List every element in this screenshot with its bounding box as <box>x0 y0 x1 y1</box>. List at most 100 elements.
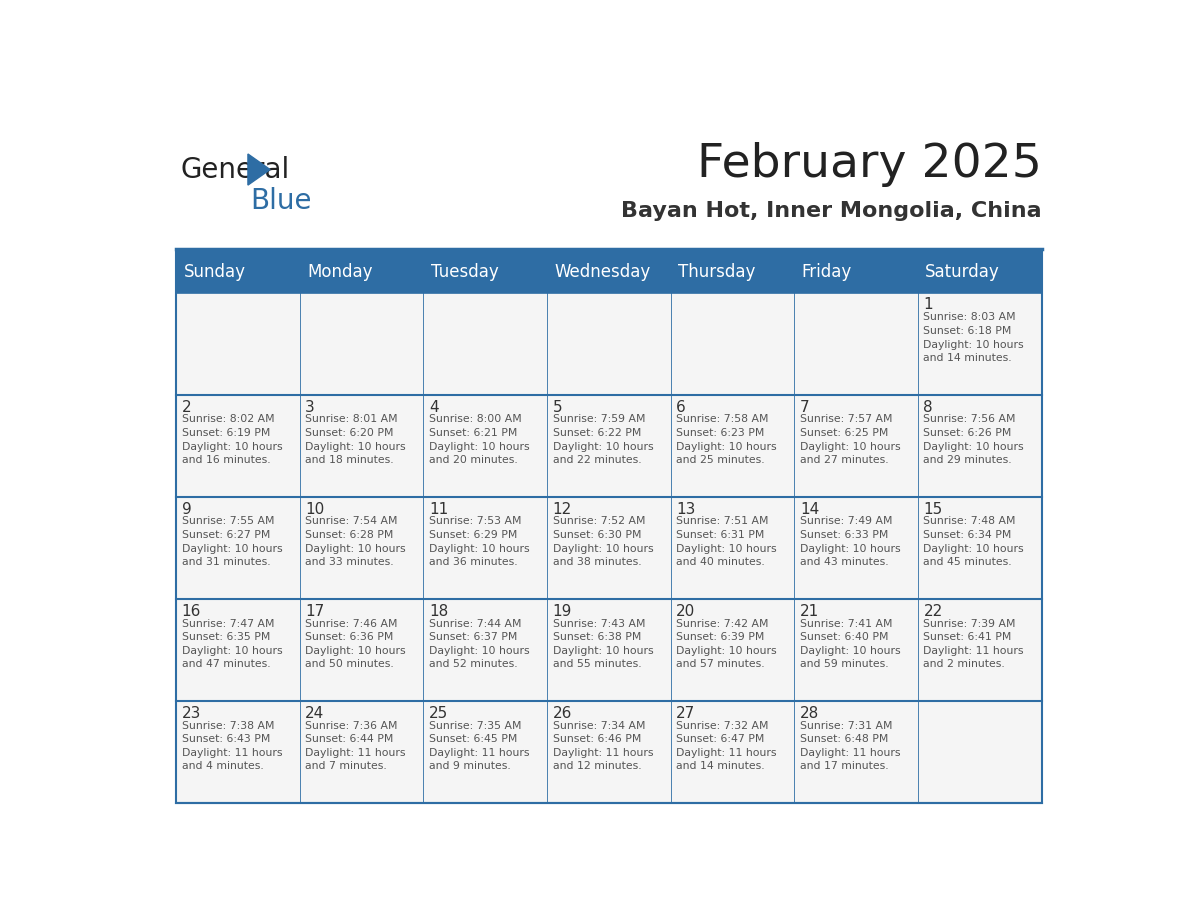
Text: 21: 21 <box>800 604 819 619</box>
Bar <box>918 599 1042 700</box>
Bar <box>299 395 423 497</box>
Text: Sunrise: 8:02 AM
Sunset: 6:19 PM
Daylight: 10 hours
and 16 minutes.: Sunrise: 8:02 AM Sunset: 6:19 PM Dayligh… <box>182 414 283 465</box>
Text: 7: 7 <box>800 399 809 415</box>
Text: Sunrise: 7:55 AM
Sunset: 6:27 PM
Daylight: 10 hours
and 31 minutes.: Sunrise: 7:55 AM Sunset: 6:27 PM Dayligh… <box>182 517 283 567</box>
Text: 16: 16 <box>182 604 201 619</box>
Bar <box>423 599 546 700</box>
Text: 2: 2 <box>182 399 191 415</box>
Text: 6: 6 <box>676 399 685 415</box>
Text: Sunrise: 7:42 AM
Sunset: 6:39 PM
Daylight: 10 hours
and 57 minutes.: Sunrise: 7:42 AM Sunset: 6:39 PM Dayligh… <box>676 619 777 669</box>
Text: 3: 3 <box>305 399 315 415</box>
Text: Sunrise: 7:47 AM
Sunset: 6:35 PM
Daylight: 10 hours
and 47 minutes.: Sunrise: 7:47 AM Sunset: 6:35 PM Dayligh… <box>182 619 283 669</box>
Text: Sunrise: 7:34 AM
Sunset: 6:46 PM
Daylight: 11 hours
and 12 minutes.: Sunrise: 7:34 AM Sunset: 6:46 PM Dayligh… <box>552 721 653 771</box>
Bar <box>176 497 299 599</box>
Text: 20: 20 <box>676 604 695 619</box>
Bar <box>299 700 423 803</box>
Bar <box>299 599 423 700</box>
Text: Sunrise: 8:01 AM
Sunset: 6:20 PM
Daylight: 10 hours
and 18 minutes.: Sunrise: 8:01 AM Sunset: 6:20 PM Dayligh… <box>305 414 406 465</box>
Bar <box>918 497 1042 599</box>
Text: Sunrise: 7:59 AM
Sunset: 6:22 PM
Daylight: 10 hours
and 22 minutes.: Sunrise: 7:59 AM Sunset: 6:22 PM Dayligh… <box>552 414 653 465</box>
Text: February 2025: February 2025 <box>696 142 1042 187</box>
Text: 24: 24 <box>305 706 324 721</box>
Text: 4: 4 <box>429 399 438 415</box>
Text: 9: 9 <box>182 501 191 517</box>
Text: Sunrise: 7:52 AM
Sunset: 6:30 PM
Daylight: 10 hours
and 38 minutes.: Sunrise: 7:52 AM Sunset: 6:30 PM Dayligh… <box>552 517 653 567</box>
Bar <box>176 395 299 497</box>
Text: 23: 23 <box>182 706 201 721</box>
Text: Sunday: Sunday <box>183 263 246 281</box>
Text: 12: 12 <box>552 501 571 517</box>
Text: 1: 1 <box>923 297 933 312</box>
Text: 5: 5 <box>552 399 562 415</box>
Text: 8: 8 <box>923 399 933 415</box>
Text: Tuesday: Tuesday <box>431 263 499 281</box>
Text: Sunrise: 7:36 AM
Sunset: 6:44 PM
Daylight: 11 hours
and 7 minutes.: Sunrise: 7:36 AM Sunset: 6:44 PM Dayligh… <box>305 721 406 771</box>
Bar <box>671 497 795 599</box>
Text: Monday: Monday <box>308 263 373 281</box>
Text: Sunrise: 8:00 AM
Sunset: 6:21 PM
Daylight: 10 hours
and 20 minutes.: Sunrise: 8:00 AM Sunset: 6:21 PM Dayligh… <box>429 414 530 465</box>
Text: Sunrise: 7:53 AM
Sunset: 6:29 PM
Daylight: 10 hours
and 36 minutes.: Sunrise: 7:53 AM Sunset: 6:29 PM Dayligh… <box>429 517 530 567</box>
Bar <box>546 497 671 599</box>
Text: Thursday: Thursday <box>678 263 756 281</box>
Bar <box>423 293 546 395</box>
Bar <box>176 293 299 395</box>
Text: 11: 11 <box>429 501 448 517</box>
Text: 17: 17 <box>305 604 324 619</box>
Bar <box>918 293 1042 395</box>
Bar <box>918 395 1042 497</box>
Bar <box>795 700 918 803</box>
Text: Sunrise: 7:32 AM
Sunset: 6:47 PM
Daylight: 11 hours
and 14 minutes.: Sunrise: 7:32 AM Sunset: 6:47 PM Dayligh… <box>676 721 777 771</box>
Text: 18: 18 <box>429 604 448 619</box>
Text: Bayan Hot, Inner Mongolia, China: Bayan Hot, Inner Mongolia, China <box>621 201 1042 220</box>
Bar <box>546 395 671 497</box>
Text: General: General <box>181 156 290 185</box>
Text: 10: 10 <box>305 501 324 517</box>
Bar <box>671 395 795 497</box>
Bar <box>423 395 546 497</box>
Text: 19: 19 <box>552 604 571 619</box>
Text: Friday: Friday <box>802 263 852 281</box>
Text: 14: 14 <box>800 501 819 517</box>
Bar <box>795 293 918 395</box>
Bar <box>671 599 795 700</box>
Text: Sunrise: 7:44 AM
Sunset: 6:37 PM
Daylight: 10 hours
and 52 minutes.: Sunrise: 7:44 AM Sunset: 6:37 PM Dayligh… <box>429 619 530 669</box>
Text: 13: 13 <box>676 501 695 517</box>
Text: Sunrise: 7:43 AM
Sunset: 6:38 PM
Daylight: 10 hours
and 55 minutes.: Sunrise: 7:43 AM Sunset: 6:38 PM Dayligh… <box>552 619 653 669</box>
Bar <box>546 700 671 803</box>
Text: Sunrise: 7:31 AM
Sunset: 6:48 PM
Daylight: 11 hours
and 17 minutes.: Sunrise: 7:31 AM Sunset: 6:48 PM Dayligh… <box>800 721 901 771</box>
Text: Sunrise: 7:39 AM
Sunset: 6:41 PM
Daylight: 11 hours
and 2 minutes.: Sunrise: 7:39 AM Sunset: 6:41 PM Dayligh… <box>923 619 1024 669</box>
Text: Sunrise: 7:46 AM
Sunset: 6:36 PM
Daylight: 10 hours
and 50 minutes.: Sunrise: 7:46 AM Sunset: 6:36 PM Dayligh… <box>305 619 406 669</box>
Bar <box>176 252 1042 803</box>
Bar <box>176 599 299 700</box>
Text: 15: 15 <box>923 501 943 517</box>
Text: 22: 22 <box>923 604 943 619</box>
Text: Sunrise: 7:58 AM
Sunset: 6:23 PM
Daylight: 10 hours
and 25 minutes.: Sunrise: 7:58 AM Sunset: 6:23 PM Dayligh… <box>676 414 777 465</box>
Text: Sunrise: 7:57 AM
Sunset: 6:25 PM
Daylight: 10 hours
and 27 minutes.: Sunrise: 7:57 AM Sunset: 6:25 PM Dayligh… <box>800 414 901 465</box>
Bar <box>795 497 918 599</box>
Text: Sunrise: 7:51 AM
Sunset: 6:31 PM
Daylight: 10 hours
and 40 minutes.: Sunrise: 7:51 AM Sunset: 6:31 PM Dayligh… <box>676 517 777 567</box>
Text: Blue: Blue <box>251 186 312 215</box>
Bar <box>176 252 1042 293</box>
Text: Sunrise: 7:35 AM
Sunset: 6:45 PM
Daylight: 11 hours
and 9 minutes.: Sunrise: 7:35 AM Sunset: 6:45 PM Dayligh… <box>429 721 530 771</box>
Text: Sunrise: 7:49 AM
Sunset: 6:33 PM
Daylight: 10 hours
and 43 minutes.: Sunrise: 7:49 AM Sunset: 6:33 PM Dayligh… <box>800 517 901 567</box>
Text: Saturday: Saturday <box>925 263 1000 281</box>
Text: 28: 28 <box>800 706 819 721</box>
Polygon shape <box>248 154 270 185</box>
Text: 27: 27 <box>676 706 695 721</box>
Bar <box>671 293 795 395</box>
Bar <box>546 293 671 395</box>
Bar <box>795 395 918 497</box>
Text: Sunrise: 7:38 AM
Sunset: 6:43 PM
Daylight: 11 hours
and 4 minutes.: Sunrise: 7:38 AM Sunset: 6:43 PM Dayligh… <box>182 721 282 771</box>
Text: Sunrise: 8:03 AM
Sunset: 6:18 PM
Daylight: 10 hours
and 14 minutes.: Sunrise: 8:03 AM Sunset: 6:18 PM Dayligh… <box>923 312 1024 364</box>
Bar <box>918 700 1042 803</box>
Bar <box>423 497 546 599</box>
Text: Sunrise: 7:54 AM
Sunset: 6:28 PM
Daylight: 10 hours
and 33 minutes.: Sunrise: 7:54 AM Sunset: 6:28 PM Dayligh… <box>305 517 406 567</box>
Bar <box>795 599 918 700</box>
Text: Sunrise: 7:56 AM
Sunset: 6:26 PM
Daylight: 10 hours
and 29 minutes.: Sunrise: 7:56 AM Sunset: 6:26 PM Dayligh… <box>923 414 1024 465</box>
Text: Sunrise: 7:48 AM
Sunset: 6:34 PM
Daylight: 10 hours
and 45 minutes.: Sunrise: 7:48 AM Sunset: 6:34 PM Dayligh… <box>923 517 1024 567</box>
Bar <box>299 293 423 395</box>
Text: 25: 25 <box>429 706 448 721</box>
Text: 26: 26 <box>552 706 571 721</box>
Text: Wednesday: Wednesday <box>555 263 651 281</box>
Bar <box>176 700 299 803</box>
